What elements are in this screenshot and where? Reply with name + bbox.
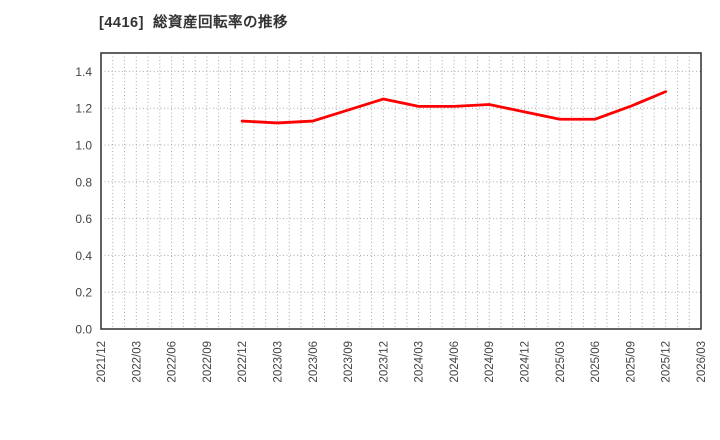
x-tick-label: 2023/06	[308, 341, 320, 383]
x-tick-label: 2021/12	[96, 341, 108, 383]
x-tick-label: 2024/06	[449, 341, 461, 383]
series-line-総資産回転率	[240, 90, 668, 125]
x-tick-label: 2025/09	[625, 341, 637, 383]
y-tick-label: 1.2	[75, 102, 92, 116]
x-tick-label: 2024/12	[520, 341, 532, 383]
x-tick-label: 2023/09	[343, 341, 355, 383]
y-tick-label: 0.2	[75, 286, 92, 300]
x-tick-label: 2022/12	[237, 341, 249, 383]
x-tick-label: 2022/03	[131, 341, 143, 383]
x-tick-label: 2025/12	[661, 341, 673, 383]
x-tick-label: 2025/03	[555, 341, 567, 383]
chart-title: [4416] 総資産回転率の推移	[99, 15, 288, 31]
x-tick-label: 2023/12	[378, 341, 390, 383]
x-tick-label: 2024/09	[484, 341, 496, 383]
y-tick-label: 1.0	[75, 139, 92, 153]
x-tick-label: 2022/09	[202, 341, 214, 383]
y-tick-label: 0.8	[75, 175, 92, 189]
y-tick-label: 1.4	[75, 65, 92, 79]
y-tick-label: 0.0	[75, 323, 92, 337]
x-tick-label: 2024/03	[414, 341, 426, 383]
x-tick-label: 2026/03	[696, 341, 708, 383]
x-tick-label: 2022/06	[167, 341, 179, 383]
x-tick-label: 2025/06	[590, 341, 602, 383]
y-tick-label: 0.6	[75, 212, 92, 226]
y-tick-label: 0.4	[75, 249, 92, 263]
plot-frame	[100, 52, 702, 330]
x-tick-label: 2023/03	[272, 341, 284, 383]
